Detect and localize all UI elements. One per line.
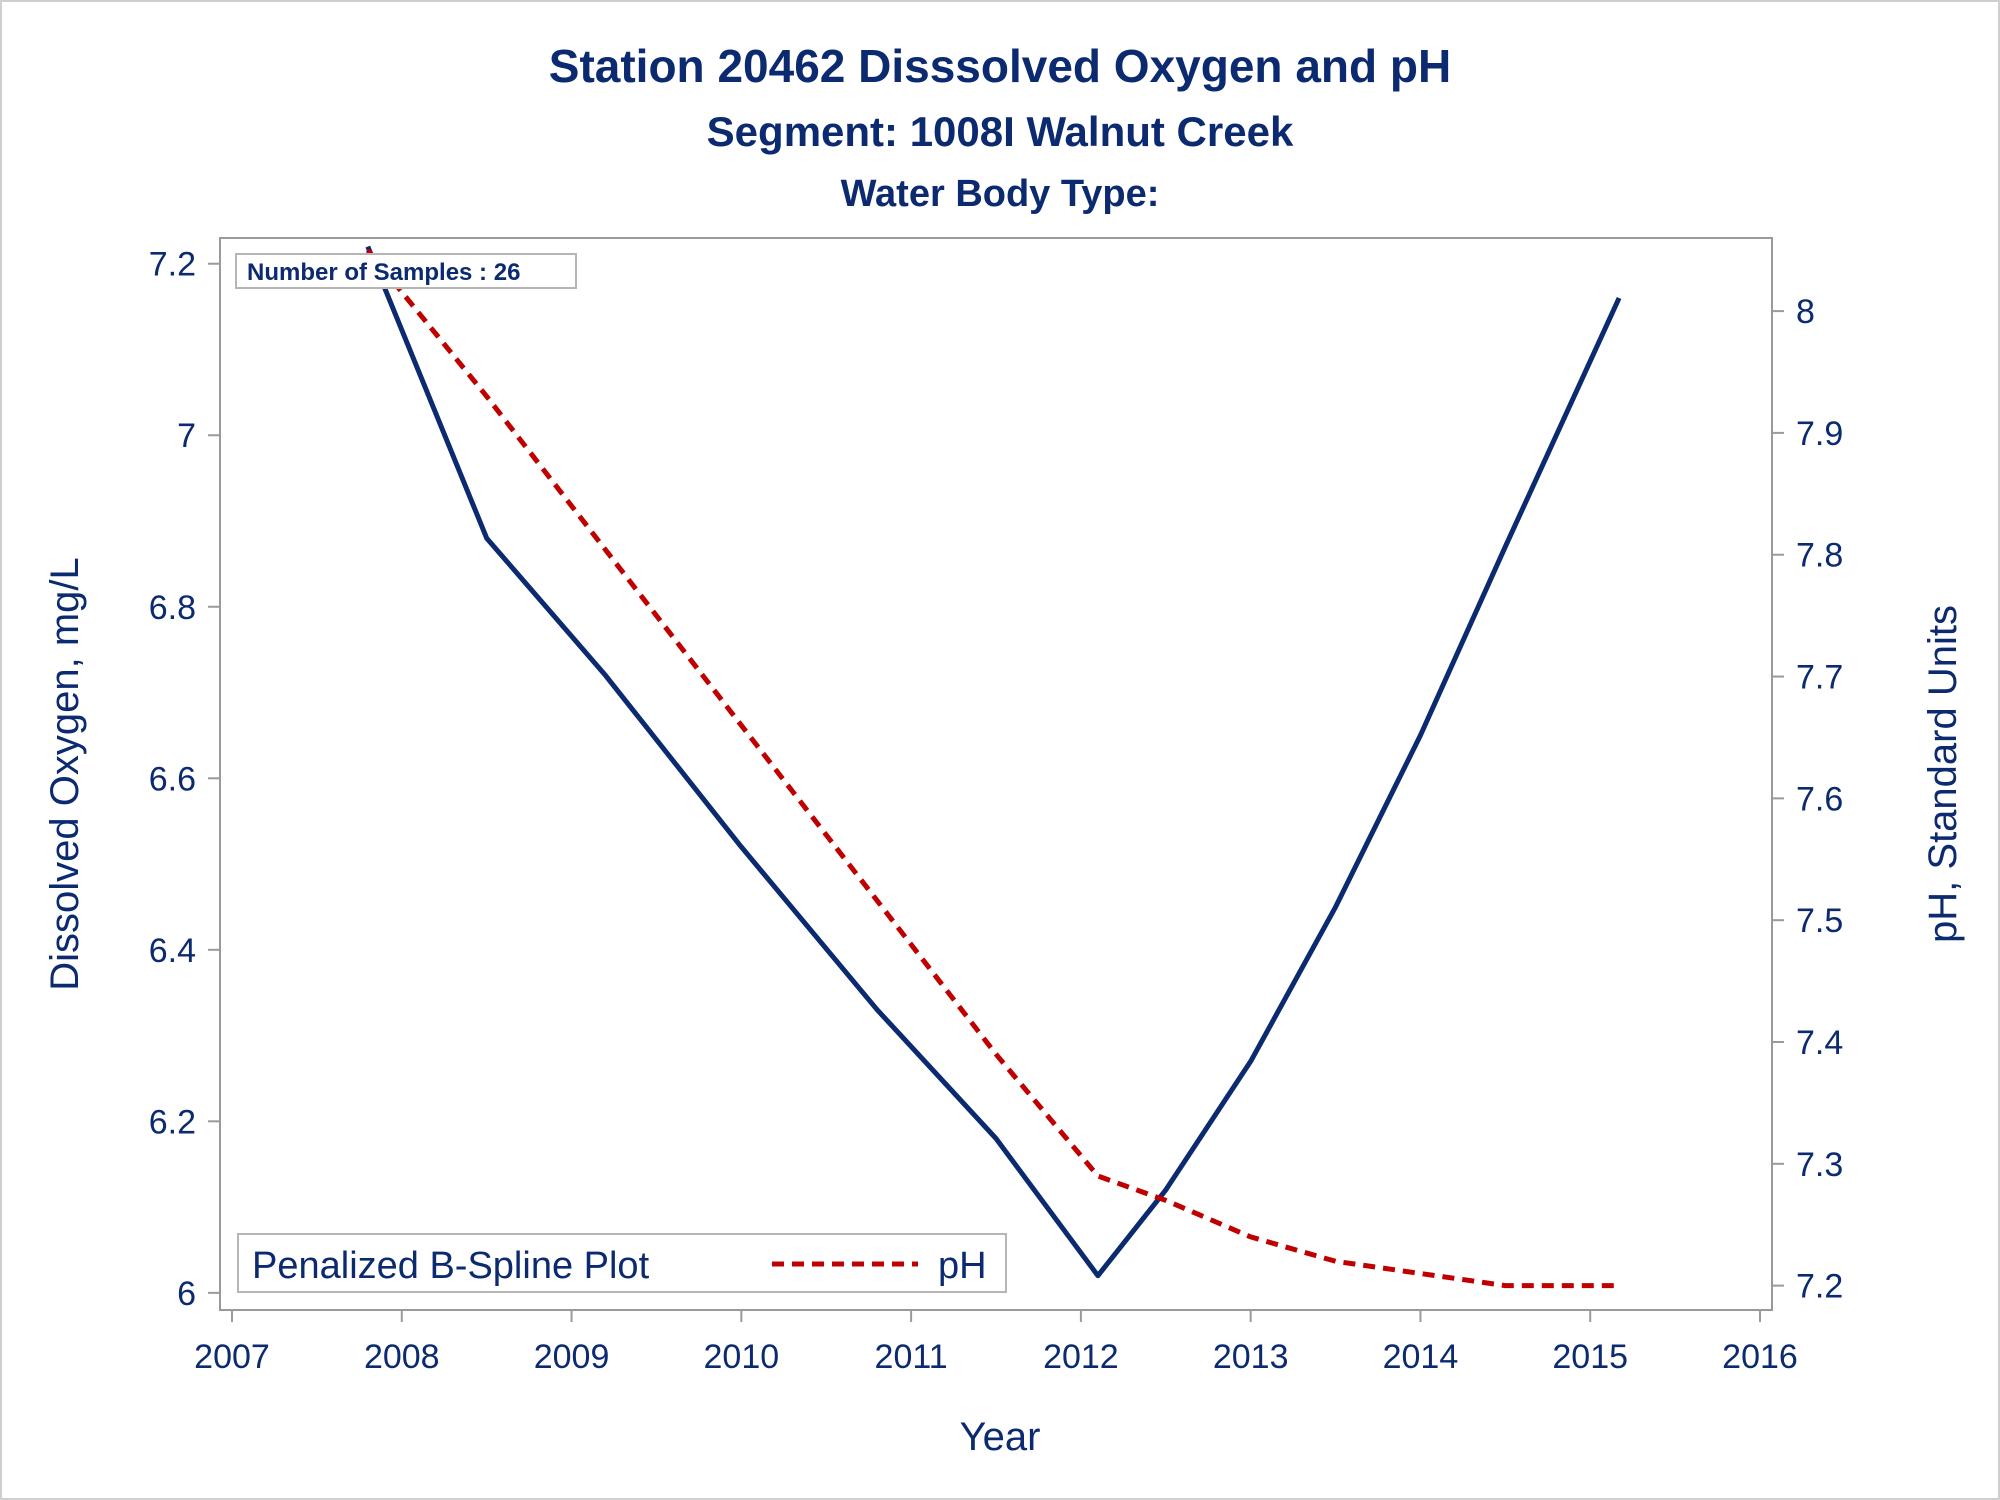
- legend-label-ph: pH: [938, 1245, 987, 1287]
- series-line-ph: [365, 248, 1620, 1289]
- series-line-dissolved-oxygen: [365, 245, 1622, 1279]
- y2-axis-label: pH, Standard Units: [1921, 605, 1965, 943]
- y-tick-label: 7: [177, 417, 196, 455]
- legend: Penalized B-Spline Plot pH: [237, 1233, 1007, 1293]
- y2-tick-label: 7.3: [1796, 1146, 1843, 1184]
- chart-subtitle-2: Water Body Type:: [841, 173, 1160, 215]
- y-tick-label: 6.8: [149, 589, 196, 627]
- x-tick-label: 2014: [1383, 1338, 1459, 1376]
- x-tick-label: 2012: [1043, 1338, 1119, 1376]
- y2-tick-label: 7.8: [1796, 537, 1843, 575]
- y2-tick-label: 8: [1796, 293, 1815, 331]
- legend-title: Penalized B-Spline Plot: [252, 1245, 650, 1287]
- y-tick-label: 6: [177, 1275, 196, 1313]
- y2-tick-label: 7.4: [1796, 1024, 1843, 1062]
- chart-title: Station 20462 Disssolved Oxygen and pH: [549, 40, 1451, 92]
- sample-count-box: [235, 253, 577, 289]
- y-tick-label: 7.2: [149, 246, 196, 284]
- x-tick-label: 2015: [1552, 1338, 1628, 1376]
- y2-tick-label: 7.9: [1796, 415, 1843, 453]
- x-tick-label: 2009: [534, 1338, 610, 1376]
- y2-tick-label: 7.7: [1796, 659, 1843, 697]
- y-axis-right: 7.2 7.3 7.4 7.5 7.6 7.7 7.8 7.9 8: [1772, 293, 1843, 1306]
- y2-tick-label: 7.2: [1796, 1268, 1843, 1306]
- series-layer: [365, 245, 1622, 1289]
- x-tick-label: 2016: [1722, 1338, 1798, 1376]
- x-axis-label: Year: [960, 1415, 1041, 1459]
- y-tick-label: 6.6: [149, 760, 196, 798]
- x-tick-label: 2007: [194, 1338, 270, 1376]
- x-tick-label: 2010: [704, 1338, 780, 1376]
- sample-count-inset: Number of Samples : 26: [235, 253, 577, 289]
- plot-area: [219, 237, 1773, 1311]
- sample-count-text: Number of Samples : 26: [247, 259, 520, 286]
- x-tick-label: 2008: [364, 1338, 440, 1376]
- y-tick-label: 6.4: [149, 932, 196, 970]
- x-axis: 2007 2008 2009 2010 2011 2012 2013 2014 2015 2016: [194, 1310, 1798, 1376]
- x-tick-label: 2011: [875, 1338, 948, 1376]
- y2-tick-label: 7.5: [1796, 902, 1843, 940]
- y2-tick-label: 7.6: [1796, 780, 1843, 818]
- y-axis-label: Dissolved Oxygen, mg/L: [43, 557, 87, 991]
- y-axis-left: 6 6.2 6.4 6.6 6.8 7 7.2: [149, 246, 220, 1313]
- chart-subtitle: Segment: 1008I Walnut Creek: [707, 108, 1294, 155]
- y-tick-label: 6.2: [149, 1103, 196, 1141]
- x-tick-label: 2013: [1213, 1338, 1289, 1376]
